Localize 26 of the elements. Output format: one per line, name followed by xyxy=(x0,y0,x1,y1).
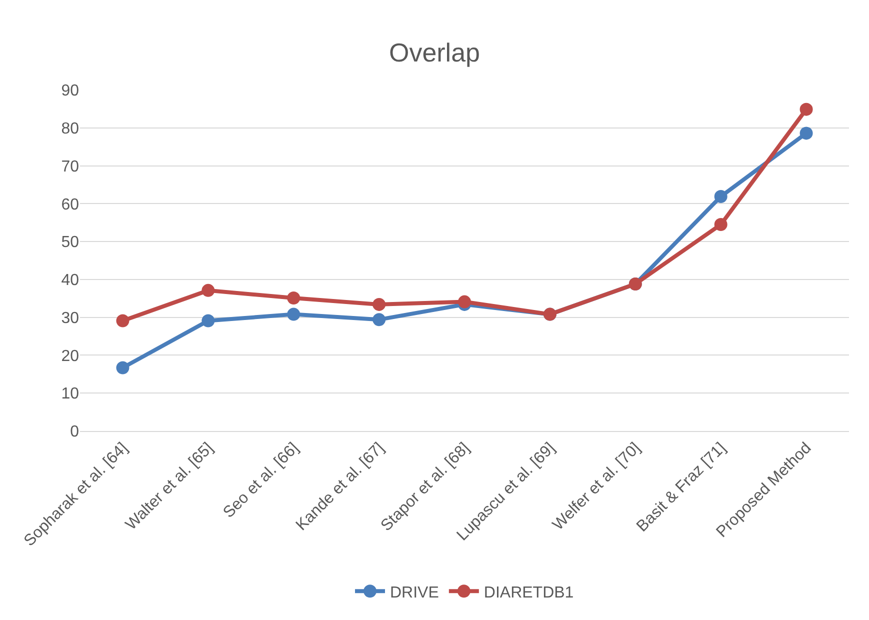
y-tick-label: 80 xyxy=(61,120,80,138)
chart-title: Overlap xyxy=(388,38,480,68)
point xyxy=(800,102,813,116)
point xyxy=(202,284,215,297)
y-tick-label: 0 xyxy=(70,424,80,441)
y-tick-label: 90 xyxy=(61,82,80,100)
point xyxy=(287,292,300,305)
point xyxy=(116,361,130,374)
point xyxy=(458,295,471,308)
legend-label: DRIVE xyxy=(390,584,439,602)
point xyxy=(800,126,813,140)
point xyxy=(714,190,728,203)
y-tick-label: 50 xyxy=(61,234,80,252)
point xyxy=(372,313,386,326)
y-tick-label: 20 xyxy=(61,348,80,365)
point xyxy=(714,218,728,232)
y-tick-label: 60 xyxy=(61,196,80,214)
legend-label: DIARETDB1 xyxy=(484,584,574,602)
y-tick-label: 40 xyxy=(61,272,80,290)
y-tick-label: 30 xyxy=(61,310,80,327)
point xyxy=(287,308,300,321)
point xyxy=(202,314,215,328)
y-tick-label: 70 xyxy=(61,158,80,176)
y-tick-label: 10 xyxy=(61,386,80,403)
point xyxy=(372,298,386,311)
point xyxy=(116,314,130,328)
